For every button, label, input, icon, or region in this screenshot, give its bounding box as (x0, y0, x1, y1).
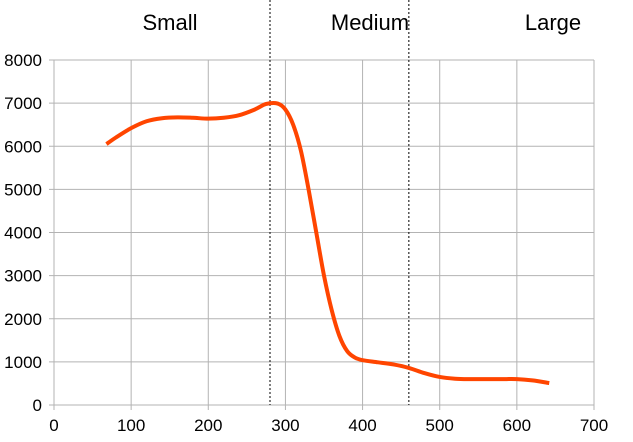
x-tick-label: 300 (271, 416, 299, 435)
y-tick-label: 2000 (4, 310, 42, 329)
region-label: Large (525, 10, 581, 35)
x-tick-label: 0 (49, 416, 58, 435)
region-label: Small (142, 10, 197, 35)
x-ticks: 0 100 200 300 400 500 600 700 (49, 416, 608, 435)
y-tick-label: 8000 (4, 51, 42, 70)
x-tick-label: 500 (426, 416, 454, 435)
dividers (269, 0, 410, 405)
y-tick-label: 1000 (4, 353, 42, 372)
region-label: Medium (331, 10, 409, 35)
region-labels: Small Medium Large (142, 10, 581, 35)
series-line (105, 101, 550, 385)
x-tick-label: 700 (580, 416, 608, 435)
y-tick-label: 0 (33, 396, 42, 415)
x-tick-label: 100 (117, 416, 145, 435)
y-tick-label: 6000 (4, 137, 42, 156)
y-tick-label: 3000 (4, 267, 42, 286)
y-tick-label: 5000 (4, 180, 42, 199)
grid (49, 59, 595, 410)
y-tick-label: 7000 (4, 94, 42, 113)
x-tick-label: 200 (194, 416, 222, 435)
x-tick-label: 600 (503, 416, 531, 435)
x-tick-label: 400 (348, 416, 376, 435)
series (105, 101, 550, 385)
y-tick-label: 4000 (4, 224, 42, 243)
y-ticks: 0 1000 2000 3000 4000 5000 6000 7000 8000 (4, 51, 42, 415)
